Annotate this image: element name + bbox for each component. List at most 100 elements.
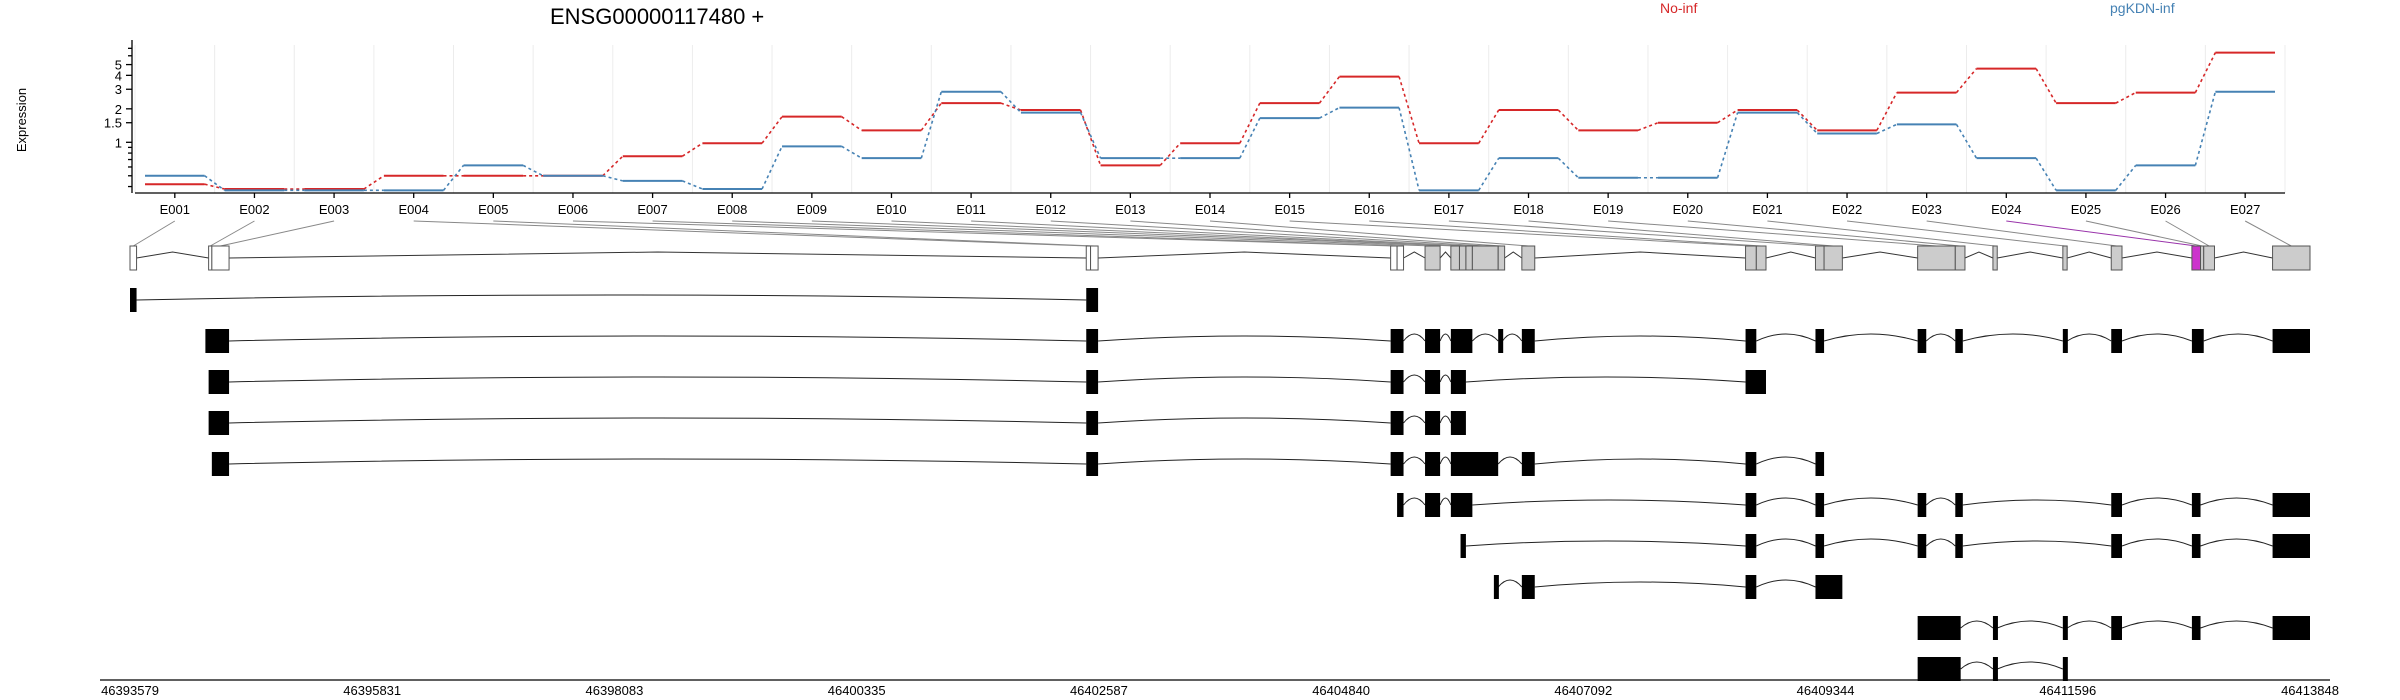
gene-exon-E005 [1090, 245, 1099, 271]
transcript-exon [2111, 329, 2122, 353]
transcript-intron [229, 458, 1087, 465]
transcript-exon [1745, 370, 1766, 394]
transcript-exon [1917, 616, 1961, 640]
gene-exon-E011 [1465, 245, 1473, 271]
exon-connector [413, 220, 1089, 247]
transcript-exon [2191, 329, 2204, 353]
series-connector [2035, 157, 2057, 191]
gene-exon-E019 [1917, 245, 1956, 271]
gene-exon-E010 [1458, 245, 1467, 271]
transcript-exon [2062, 616, 2068, 640]
transcript-exon [1917, 534, 1927, 558]
gene-exon-E021 [1992, 245, 1998, 271]
series-connector [1159, 142, 1181, 166]
y-tick-label: 5 [115, 58, 122, 73]
exon-connector [209, 220, 255, 247]
gene-exon-E023 [2110, 245, 2123, 271]
transcript-intron [1098, 376, 1391, 383]
gene-intron [1964, 251, 1994, 259]
transcript-exon [2272, 534, 2310, 558]
exon-connector [1608, 220, 1937, 247]
transcript-intron [136, 294, 1087, 301]
transcript-exon [1425, 452, 1441, 476]
gene-intron [1997, 251, 2063, 259]
transcript-intron [2200, 497, 2273, 506]
exon-connector [2006, 220, 2197, 247]
exon-connector [1528, 220, 1834, 247]
transcript-exon [2111, 616, 2122, 640]
transcript-intron [1823, 497, 1918, 506]
transcript-intron [1823, 333, 1918, 342]
transcript-exon [2191, 534, 2201, 558]
exon-axis: E001 E002 E003 E004 E005 E006 E007 E008 E009 E010… [135, 192, 2285, 217]
transcript-intron [1960, 620, 1994, 629]
series-connector [2115, 164, 2137, 191]
transcript-intron [1756, 579, 1816, 588]
series-connector [841, 116, 863, 132]
exon-connector [572, 220, 1394, 247]
transcript-exon [1086, 452, 1099, 476]
gene-intron [2121, 251, 2192, 259]
exon-connector [1369, 220, 1762, 247]
y-tick-label: 1.5 [104, 116, 122, 131]
transcript-intron [1925, 333, 1956, 342]
series-connector [1876, 92, 1898, 131]
transcript-track [1460, 534, 2310, 558]
transcript-intron [1756, 456, 1816, 465]
exon-tick-label: E020 [1673, 202, 1703, 217]
transcript-exon [1425, 370, 1441, 394]
transcript-intron [1439, 374, 1452, 383]
gene-exon-E003 [211, 245, 230, 271]
transcript-intron [1497, 456, 1523, 465]
transcript-intron [1465, 540, 1746, 547]
gene-exon-E013 [1497, 245, 1506, 271]
gene-exon-E009 [1450, 245, 1460, 271]
transcript-intron [1960, 661, 1994, 670]
transcript-exon [1745, 329, 1757, 353]
exon-tick-label: E012 [1036, 202, 1066, 217]
series-connector [1239, 102, 1261, 144]
exon-connector [1846, 220, 2066, 247]
transcript-exon [208, 370, 230, 394]
series-connector [1000, 91, 1022, 114]
transcript-exon [208, 411, 230, 435]
transcript-intron [1534, 458, 1746, 465]
genomic-tick-label: 46398083 [586, 683, 644, 698]
gene-exon-E014 [1521, 245, 1536, 271]
transcript-exon [1086, 288, 1099, 312]
series-connector [1876, 123, 1898, 135]
series-connector [1319, 106, 1340, 119]
transcript-exon [2272, 616, 2310, 640]
transcript-exon [1815, 575, 1843, 599]
grid-lines [134, 45, 2286, 193]
exon-connector [133, 220, 176, 247]
legend-pgkdn-inf: pgKDN-inf [2110, 0, 2175, 16]
transcript-exon [1493, 575, 1499, 599]
gene-exon-E001 [129, 245, 138, 271]
transcript-exon [1450, 329, 1473, 353]
transcript-exon [1450, 452, 1499, 476]
transcript-exon [1955, 329, 1963, 353]
genomic-tick-label: 46393579 [101, 683, 159, 698]
gene-exon-E012 [1471, 245, 1499, 271]
transcript-intron [1962, 540, 2112, 547]
series-connector [1557, 109, 1579, 131]
exon-connector [2244, 220, 2292, 247]
transcript-exon [2111, 534, 2122, 558]
series-connector [1796, 109, 1818, 131]
exon-tick-label: E017 [1434, 202, 1464, 217]
transcript-exon [1521, 575, 1535, 599]
genomic-tick-label: 46404840 [1312, 683, 1370, 698]
transcript-exon [1390, 370, 1404, 394]
exon-tick-label: E027 [2230, 202, 2260, 217]
transcript-track [205, 329, 2310, 353]
transcript-intron [1756, 497, 1816, 506]
transcript-intron [1439, 456, 1452, 465]
series-connector [1955, 123, 1978, 159]
transcript-track [1917, 657, 2068, 681]
transcript-exon [1521, 452, 1535, 476]
series-connector [2035, 68, 2057, 104]
exon-connector [1448, 220, 1820, 247]
transcript-intron [2203, 333, 2273, 342]
transcript-intron [2121, 497, 2193, 506]
